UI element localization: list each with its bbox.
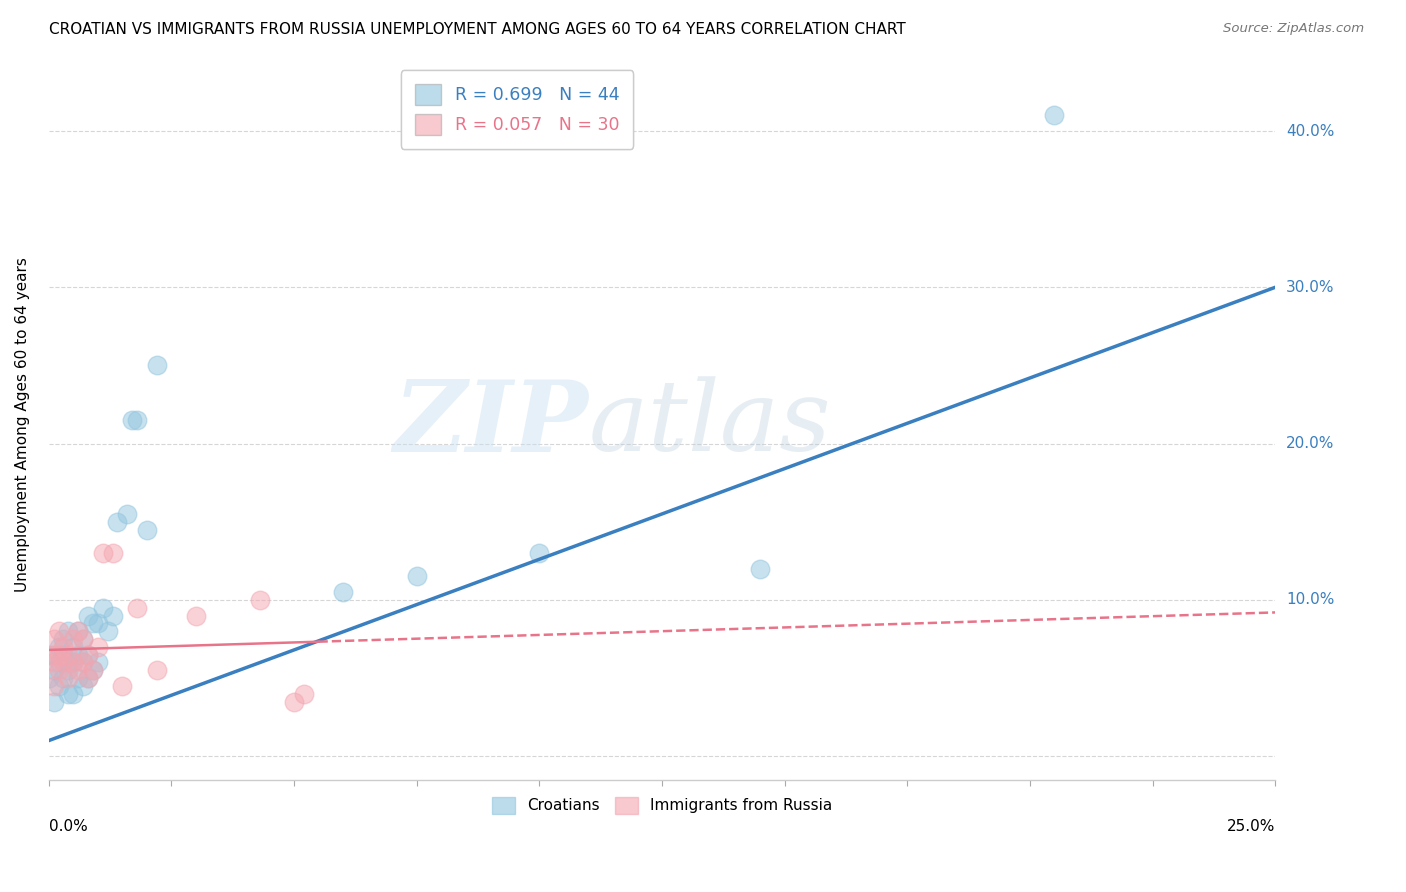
Text: 10.0%: 10.0% <box>1286 592 1334 607</box>
Text: 40.0%: 40.0% <box>1286 123 1334 138</box>
Point <box>101 546 124 560</box>
Point <box>48 663 70 677</box>
Legend: R = 0.699   N = 44, R = 0.057   N = 30: R = 0.699 N = 44, R = 0.057 N = 30 <box>401 70 633 149</box>
Point <box>184 608 207 623</box>
Point <box>145 663 167 677</box>
Point <box>52 640 75 654</box>
Point <box>87 640 110 654</box>
Point <box>67 624 90 639</box>
Point <box>77 671 100 685</box>
Text: ZIP: ZIP <box>394 376 588 473</box>
Point <box>58 687 80 701</box>
Point <box>42 648 65 662</box>
Point <box>52 648 75 662</box>
Point <box>48 640 70 654</box>
Point <box>62 640 84 654</box>
Point <box>62 687 84 701</box>
Point <box>87 616 110 631</box>
Point <box>58 648 80 662</box>
Point <box>97 624 120 639</box>
Point <box>111 679 134 693</box>
Point <box>38 648 60 662</box>
Point <box>749 562 772 576</box>
Point <box>58 663 80 677</box>
Text: atlas: atlas <box>588 376 831 472</box>
Point <box>107 515 129 529</box>
Point <box>72 632 94 646</box>
Text: 25.0%: 25.0% <box>1227 819 1275 834</box>
Point <box>42 663 65 677</box>
Point <box>529 546 551 560</box>
Point <box>52 671 75 685</box>
Point <box>42 679 65 693</box>
Point <box>72 656 94 670</box>
Point <box>1043 108 1066 122</box>
Point <box>72 679 94 693</box>
Point <box>67 671 90 685</box>
Point <box>82 616 104 631</box>
Point <box>42 694 65 708</box>
Point <box>48 679 70 693</box>
Point <box>405 569 427 583</box>
Point <box>82 663 104 677</box>
Point <box>115 507 138 521</box>
Point <box>121 413 143 427</box>
Y-axis label: Unemployment Among Ages 60 to 64 years: Unemployment Among Ages 60 to 64 years <box>15 257 30 591</box>
Point <box>283 694 305 708</box>
Point <box>91 546 114 560</box>
Point <box>48 656 70 670</box>
Point <box>72 656 94 670</box>
Point <box>91 600 114 615</box>
Point <box>72 632 94 646</box>
Point <box>87 656 110 670</box>
Point <box>67 648 90 662</box>
Point <box>58 624 80 639</box>
Point <box>67 663 90 677</box>
Text: 20.0%: 20.0% <box>1286 436 1334 451</box>
Point <box>145 359 167 373</box>
Point <box>82 663 104 677</box>
Point <box>48 624 70 639</box>
Point <box>77 648 100 662</box>
Point <box>332 585 354 599</box>
Point <box>62 656 84 670</box>
Point <box>42 632 65 646</box>
Point <box>52 656 75 670</box>
Point <box>52 632 75 646</box>
Point <box>62 656 84 670</box>
Point <box>58 656 80 670</box>
Point <box>38 671 60 685</box>
Point <box>125 413 148 427</box>
Point <box>77 648 100 662</box>
Point <box>58 671 80 685</box>
Point <box>42 656 65 670</box>
Text: 0.0%: 0.0% <box>49 819 87 834</box>
Point <box>249 593 271 607</box>
Point <box>101 608 124 623</box>
Point <box>77 608 100 623</box>
Point <box>125 600 148 615</box>
Point <box>77 671 100 685</box>
Point <box>135 523 157 537</box>
Point <box>62 632 84 646</box>
Point <box>67 624 90 639</box>
Point <box>48 648 70 662</box>
Text: Source: ZipAtlas.com: Source: ZipAtlas.com <box>1223 22 1364 36</box>
Text: 30.0%: 30.0% <box>1286 280 1334 295</box>
Point <box>292 687 315 701</box>
Text: CROATIAN VS IMMIGRANTS FROM RUSSIA UNEMPLOYMENT AMONG AGES 60 TO 64 YEARS CORREL: CROATIAN VS IMMIGRANTS FROM RUSSIA UNEMP… <box>49 22 905 37</box>
